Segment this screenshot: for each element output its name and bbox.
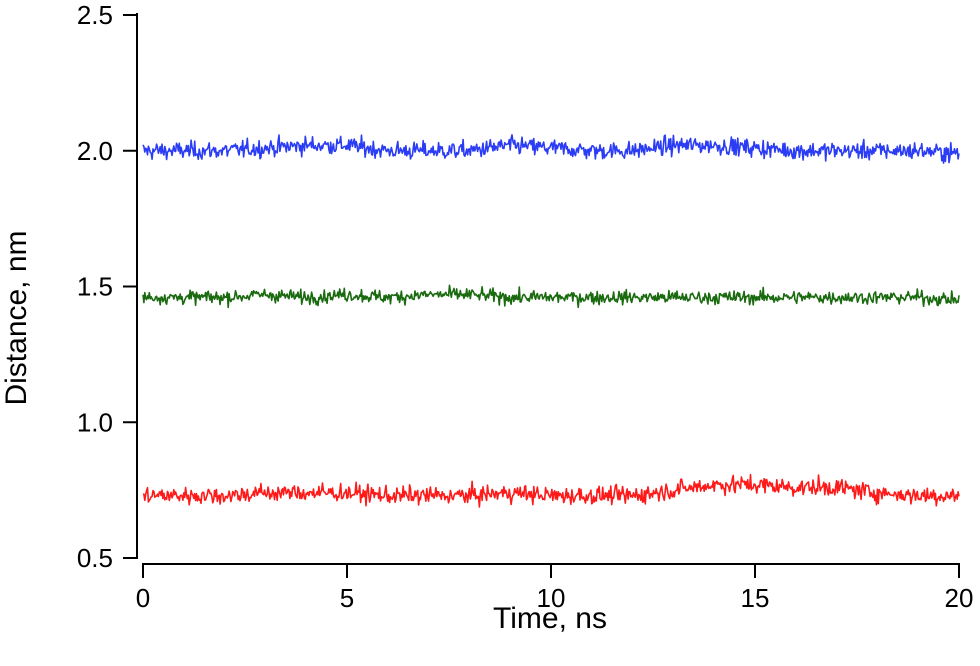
y-tick-label: 0.5 bbox=[77, 543, 113, 573]
y-tick-label: 2.0 bbox=[77, 136, 113, 166]
series-line-1 bbox=[142, 134, 960, 164]
axes: 0.5 1.0 1.5 2.0 2.5 0 5 10 15 20 bbox=[77, 0, 974, 613]
y-tick-label: 2.5 bbox=[77, 0, 113, 30]
y-axis-title: Distance, nm bbox=[0, 230, 33, 405]
y-tick-label: 1.0 bbox=[77, 407, 113, 437]
series-line-2 bbox=[142, 284, 960, 309]
x-tick-label: 5 bbox=[340, 583, 354, 613]
x-tick-label: 15 bbox=[741, 583, 770, 613]
x-tick-label: 0 bbox=[136, 583, 150, 613]
x-axis-title: Time, ns bbox=[493, 602, 607, 635]
x-tick-label: 20 bbox=[945, 583, 974, 613]
series-layer bbox=[142, 134, 960, 508]
series-line-3 bbox=[142, 473, 960, 508]
y-tick-label: 1.5 bbox=[77, 272, 113, 302]
x-tick-label: 10 bbox=[537, 583, 566, 613]
